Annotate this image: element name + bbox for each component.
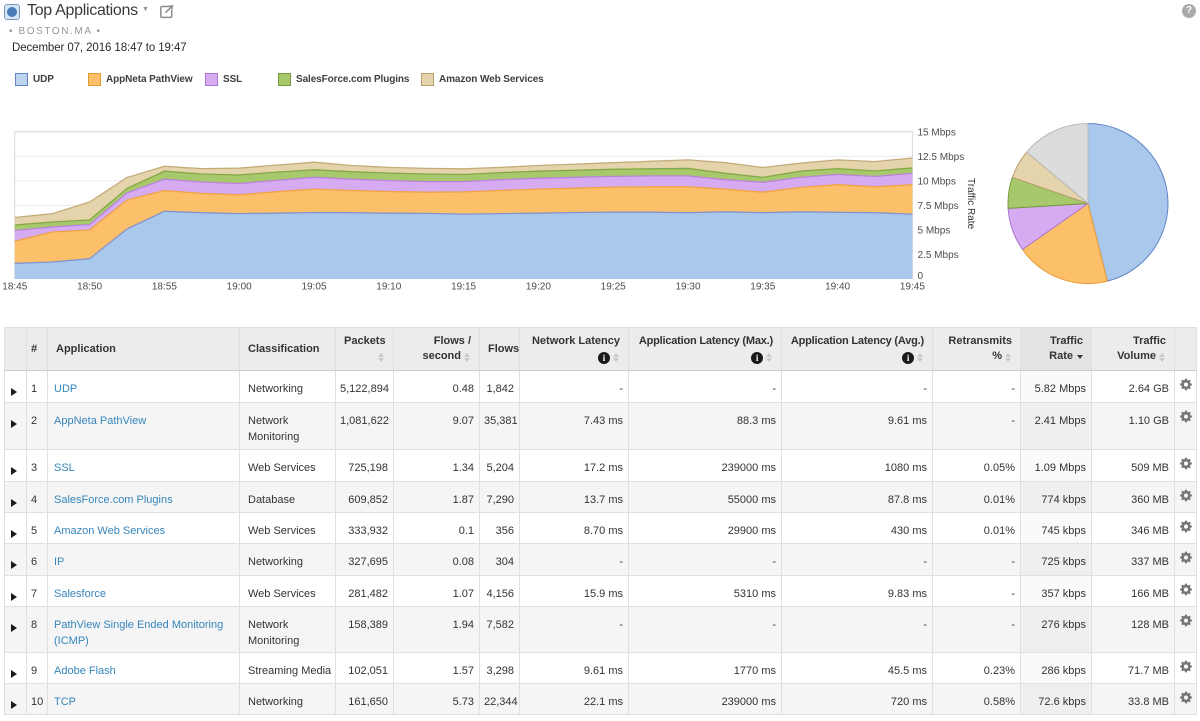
svg-text:2.5 Mbps: 2.5 Mbps bbox=[918, 250, 959, 261]
svg-text:19:30: 19:30 bbox=[675, 282, 700, 293]
svg-text:19:10: 19:10 bbox=[376, 282, 401, 293]
svg-text:5 Mbps: 5 Mbps bbox=[918, 225, 951, 236]
svg-text:19:25: 19:25 bbox=[601, 282, 626, 293]
svg-text:19:40: 19:40 bbox=[825, 282, 850, 293]
svg-text:10 Mbps: 10 Mbps bbox=[918, 176, 956, 187]
svg-text:0: 0 bbox=[918, 271, 924, 282]
svg-text:15 Mbps: 15 Mbps bbox=[918, 127, 956, 138]
svg-text:19:35: 19:35 bbox=[750, 282, 775, 293]
svg-text:19:20: 19:20 bbox=[526, 282, 551, 293]
svg-text:19:15: 19:15 bbox=[451, 282, 476, 293]
svg-text:18:55: 18:55 bbox=[152, 282, 177, 293]
svg-text:18:45: 18:45 bbox=[2, 282, 27, 293]
svg-text:19:00: 19:00 bbox=[227, 282, 252, 293]
svg-text:19:05: 19:05 bbox=[301, 282, 326, 293]
svg-text:18:50: 18:50 bbox=[77, 282, 102, 293]
svg-text:7.5 Mbps: 7.5 Mbps bbox=[918, 201, 959, 212]
svg-text:12.5 Mbps: 12.5 Mbps bbox=[918, 152, 965, 163]
svg-text:19:45: 19:45 bbox=[900, 282, 925, 293]
